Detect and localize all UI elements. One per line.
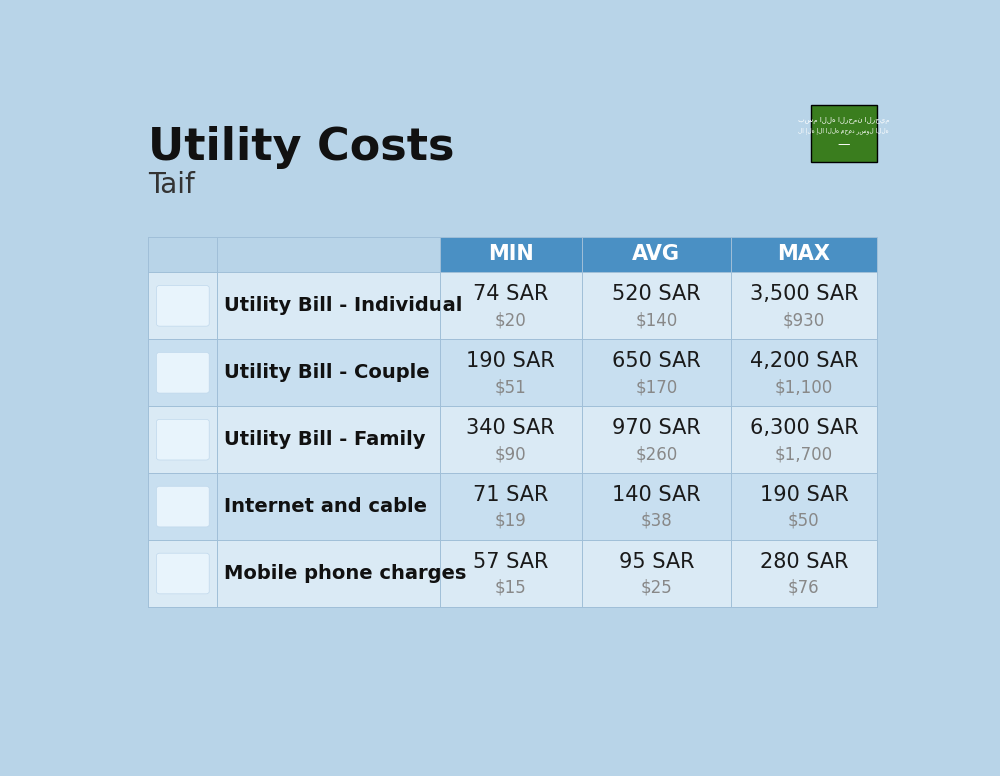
Text: $140: $140 [635,311,678,329]
Text: MIN: MIN [488,244,534,265]
Text: AVG: AVG [632,244,680,265]
Text: $90: $90 [495,445,526,463]
FancyBboxPatch shape [148,339,877,406]
Text: 280 SAR: 280 SAR [760,552,848,572]
Text: $1,700: $1,700 [775,445,833,463]
Text: 6,300 SAR: 6,300 SAR [750,417,858,438]
FancyBboxPatch shape [157,352,209,393]
Text: $170: $170 [635,378,678,396]
Text: 71 SAR: 71 SAR [473,485,548,504]
Text: Utility Bill - Individual: Utility Bill - Individual [224,296,462,315]
Text: $50: $50 [788,512,820,530]
Text: $20: $20 [495,311,527,329]
Text: MAX: MAX [777,244,830,265]
Text: بسم الله الرحمن الرحيم: بسم الله الرحمن الرحيم [798,117,890,124]
Text: Utility Bill - Couple: Utility Bill - Couple [224,363,429,383]
Text: $19: $19 [495,512,527,530]
Text: $260: $260 [635,445,678,463]
Text: $25: $25 [641,579,672,597]
Text: 74 SAR: 74 SAR [473,284,548,304]
Text: $38: $38 [641,512,672,530]
FancyBboxPatch shape [148,540,877,607]
Text: 650 SAR: 650 SAR [612,351,701,371]
FancyBboxPatch shape [157,419,209,460]
Text: Mobile phone charges: Mobile phone charges [224,564,466,583]
Text: 95 SAR: 95 SAR [619,552,694,572]
FancyBboxPatch shape [157,286,209,326]
Text: 4,200 SAR: 4,200 SAR [750,351,858,371]
Text: لا إله إلا الله محمد رسول الله: لا إله إلا الله محمد رسول الله [798,127,889,134]
Text: —: — [838,138,850,151]
Text: Internet and cable: Internet and cable [224,497,427,516]
FancyBboxPatch shape [582,237,731,272]
Text: Utility Costs: Utility Costs [148,126,455,169]
Text: 340 SAR: 340 SAR [466,417,555,438]
Text: 970 SAR: 970 SAR [612,417,701,438]
FancyBboxPatch shape [148,272,877,339]
Text: $1,100: $1,100 [775,378,833,396]
Text: 190 SAR: 190 SAR [466,351,555,371]
Text: Taif: Taif [148,171,195,199]
Text: 57 SAR: 57 SAR [473,552,548,572]
FancyBboxPatch shape [157,553,209,594]
FancyBboxPatch shape [811,105,877,162]
FancyBboxPatch shape [157,487,209,527]
Text: $930: $930 [783,311,825,329]
FancyBboxPatch shape [148,406,877,473]
Text: 3,500 SAR: 3,500 SAR [750,284,858,304]
Text: $51: $51 [495,378,527,396]
Text: 140 SAR: 140 SAR [612,485,701,504]
FancyBboxPatch shape [440,237,582,272]
FancyBboxPatch shape [148,473,877,540]
Text: $15: $15 [495,579,527,597]
FancyBboxPatch shape [731,237,877,272]
Text: Utility Bill - Family: Utility Bill - Family [224,430,425,449]
Text: $76: $76 [788,579,820,597]
Text: 190 SAR: 190 SAR [760,485,848,504]
Text: 520 SAR: 520 SAR [612,284,701,304]
